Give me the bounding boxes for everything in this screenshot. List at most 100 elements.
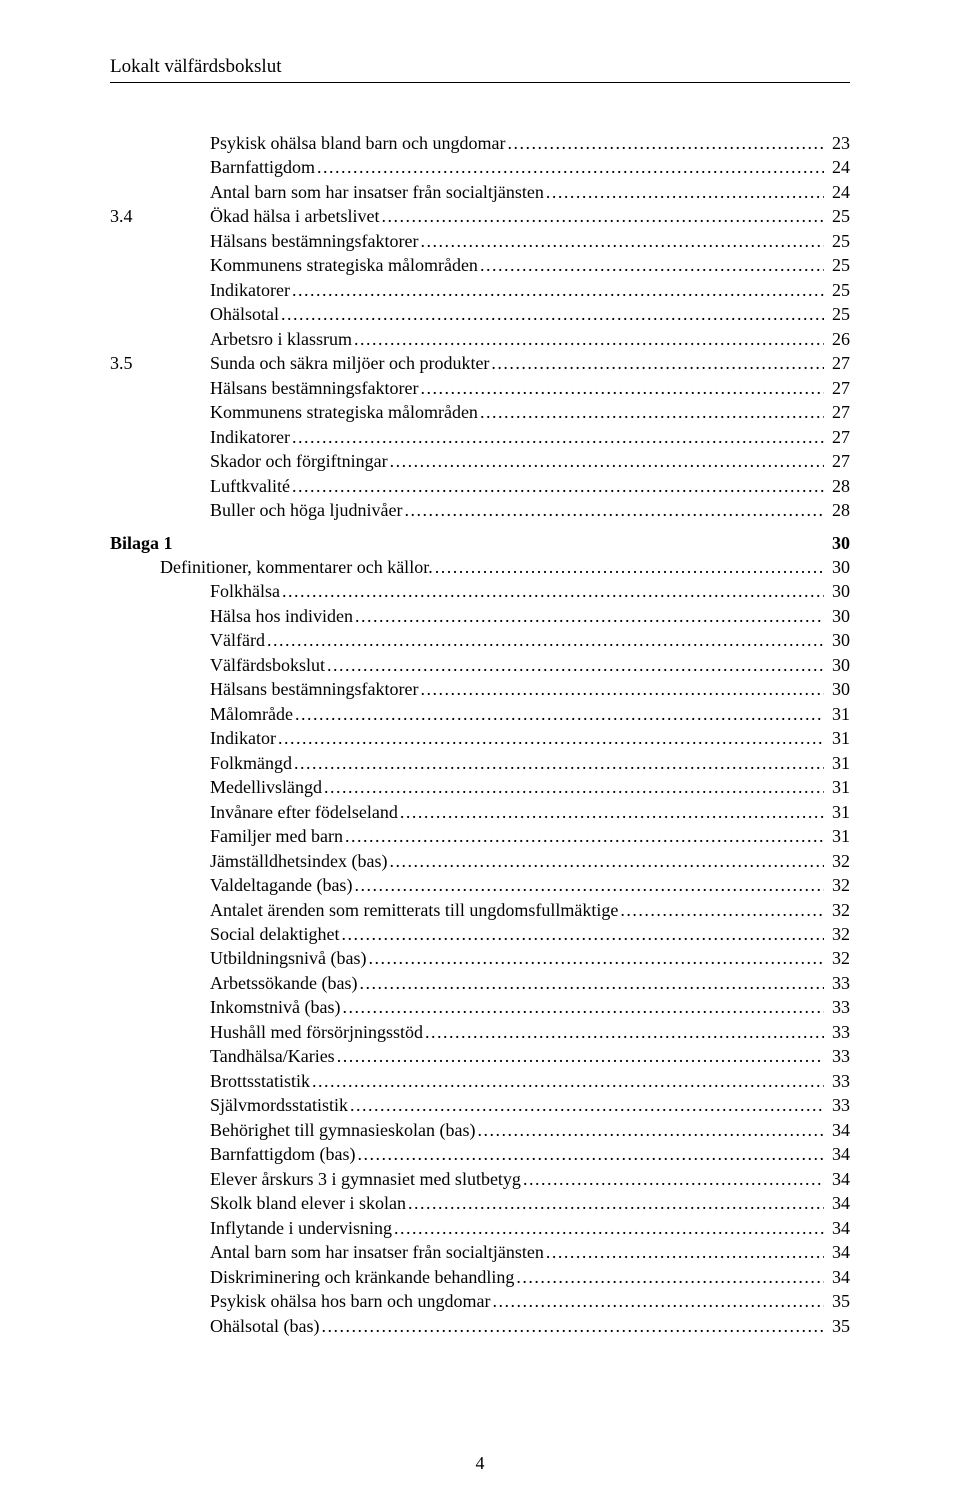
toc-leader-dots bbox=[355, 604, 824, 628]
toc-entry-page: 34 bbox=[826, 1167, 850, 1191]
toc-entry-page: 34 bbox=[826, 1118, 850, 1142]
toc-entry-page: 30 bbox=[826, 555, 850, 579]
toc-leader-dots bbox=[408, 1191, 824, 1215]
toc-entry-label: Hälsans bestämningsfaktorer bbox=[210, 677, 418, 701]
toc-entry: Arbetsro i klassrum 26 bbox=[110, 327, 850, 351]
toc-entry: Diskriminering och kränkande behandling3… bbox=[110, 1265, 850, 1289]
toc-entry-label: Utbildningsnivå (bas) bbox=[210, 946, 366, 970]
toc-leader-dots bbox=[381, 204, 824, 228]
toc-entry: Definitioner, kommentarer och källor. 30 bbox=[110, 555, 850, 579]
toc-entry-page: 33 bbox=[826, 1044, 850, 1068]
toc-entry: Folkhälsa30 bbox=[110, 579, 850, 603]
toc-leader-dots bbox=[341, 922, 824, 946]
toc-entry-label: Folkmängd bbox=[210, 751, 292, 775]
toc-entry: Medellivslängd31 bbox=[110, 775, 850, 799]
toc-leader-dots bbox=[295, 702, 824, 726]
toc-entry-label: Psykisk ohälsa bland barn och ungdomar bbox=[210, 131, 505, 155]
toc-entry-label: Välfärd bbox=[210, 628, 265, 652]
toc-entry: Hälsans bestämningsfaktorer 27 bbox=[110, 376, 850, 400]
toc-entry-page: 30 bbox=[826, 653, 850, 677]
toc-entry-label: Hälsans bestämningsfaktorer bbox=[210, 376, 418, 400]
toc-entry: Målområde 31 bbox=[110, 702, 850, 726]
toc-entry-page: 34 bbox=[826, 1265, 850, 1289]
toc-entry-label: Definitioner, kommentarer och källor. bbox=[160, 555, 433, 579]
toc-leader-dots bbox=[368, 946, 824, 970]
toc-entry-page: 27 bbox=[826, 376, 850, 400]
toc-entry-label: Ohälsotal bbox=[210, 302, 279, 326]
toc-entry-label: Jämställdhetsindex (bas) bbox=[210, 849, 387, 873]
toc-leader-dots bbox=[546, 180, 824, 204]
toc-entry-label: Barnfattigdom (bas) bbox=[210, 1142, 355, 1166]
toc-leader-dots bbox=[354, 327, 824, 351]
toc-leader-dots bbox=[292, 425, 824, 449]
toc-entry: Indikatorer27 bbox=[110, 425, 850, 449]
toc-entry: Antal barn som har insatser från socialt… bbox=[110, 180, 850, 204]
toc-entry-label: Hälsans bestämningsfaktorer bbox=[210, 229, 418, 253]
toc-entry-label: Skolk bland elever i skolan bbox=[210, 1191, 406, 1215]
toc-entry-label: Välfärdsbokslut bbox=[210, 653, 325, 677]
toc-entry-label: Valdeltagande (bas) bbox=[210, 873, 352, 897]
toc-entry: Psykisk ohälsa hos barn och ungdomar35 bbox=[110, 1289, 850, 1313]
toc-entry-label: Folkhälsa bbox=[210, 579, 280, 603]
toc-entry: Utbildningsnivå (bas) 32 bbox=[110, 946, 850, 970]
toc-leader-dots bbox=[425, 1020, 824, 1044]
toc-entry-label: Medellivslängd bbox=[210, 775, 322, 799]
toc-entry-page: 32 bbox=[826, 946, 850, 970]
toc-entry-label: Arbetsro i klassrum bbox=[210, 327, 352, 351]
toc-leader-dots bbox=[480, 253, 824, 277]
toc-leader-dots bbox=[420, 677, 824, 701]
toc-leader-dots bbox=[480, 400, 824, 424]
toc-entry-number: 3.5 bbox=[110, 351, 210, 375]
toc-entry-label: Social delaktighet bbox=[210, 922, 339, 946]
toc-entry-label: Buller och höga ljudnivåer bbox=[210, 498, 402, 522]
page-number: 4 bbox=[0, 1453, 960, 1474]
toc-entry-label: Ohälsotal (bas) bbox=[210, 1314, 319, 1338]
toc-entry: Kommunens strategiska målområden25 bbox=[110, 253, 850, 277]
toc-entry: Buller och höga ljudnivåer28 bbox=[110, 498, 850, 522]
toc-entry-page: 32 bbox=[826, 922, 850, 946]
toc-entry: Självmordsstatistik33 bbox=[110, 1093, 850, 1117]
toc-entry: Brottsstatistik 33 bbox=[110, 1069, 850, 1093]
toc-leader-dots bbox=[620, 898, 824, 922]
toc-entry: Luftkvalité 28 bbox=[110, 474, 850, 498]
toc-entry-label: Luftkvalité bbox=[210, 474, 290, 498]
toc-leader-dots bbox=[354, 873, 824, 897]
toc-leader-dots bbox=[492, 1289, 824, 1313]
toc-entry-page: 33 bbox=[826, 1069, 850, 1093]
toc-leader-dots bbox=[292, 278, 824, 302]
toc-leader-dots bbox=[435, 555, 824, 579]
toc-entry-page: 32 bbox=[826, 898, 850, 922]
toc-entry: Familjer med barn31 bbox=[110, 824, 850, 848]
toc-entry: Jämställdhetsindex (bas)32 bbox=[110, 849, 850, 873]
toc-entry-label: Invånare efter födelseland bbox=[210, 800, 398, 824]
toc-entry-page: 30 bbox=[826, 604, 850, 628]
toc-entry-label: Inkomstnivå (bas) bbox=[210, 995, 340, 1019]
toc-entry: Behörighet till gymnasieskolan (bas)34 bbox=[110, 1118, 850, 1142]
toc-section-label: Bilaga 1 bbox=[110, 531, 173, 555]
toc-entry-page: 28 bbox=[826, 474, 850, 498]
toc-entry-label: Kommunens strategiska målområden bbox=[210, 400, 478, 424]
toc-entry: Välfärdsbokslut 30 bbox=[110, 653, 850, 677]
toc-leader-dots bbox=[420, 376, 824, 400]
toc-entry: Antalet ärenden som remitterats till ung… bbox=[110, 898, 850, 922]
toc-entry: Valdeltagande (bas)32 bbox=[110, 873, 850, 897]
toc-entry-page: 31 bbox=[826, 702, 850, 726]
toc-entry-label: Hushåll med försörjningsstöd bbox=[210, 1020, 423, 1044]
toc-entry: Inflytande i undervisning34 bbox=[110, 1216, 850, 1240]
toc-entry: Psykisk ohälsa bland barn och ungdomar23 bbox=[110, 131, 850, 155]
toc-entry: Indikator31 bbox=[110, 726, 850, 750]
toc-entry-label: Brottsstatistik bbox=[210, 1069, 310, 1093]
toc-section-page: 30 bbox=[826, 531, 850, 555]
toc-entry-page: 31 bbox=[826, 751, 850, 775]
toc-leader-dots bbox=[400, 800, 824, 824]
toc-entry: Inkomstnivå (bas)33 bbox=[110, 995, 850, 1019]
toc-entry-label: Målområde bbox=[210, 702, 293, 726]
toc-entry-page: 34 bbox=[826, 1142, 850, 1166]
toc-entry-page: 25 bbox=[826, 204, 850, 228]
toc-entry: Hushåll med försörjningsstöd33 bbox=[110, 1020, 850, 1044]
toc-entry-label: Familjer med barn bbox=[210, 824, 343, 848]
toc-entry-page: 26 bbox=[826, 327, 850, 351]
toc-entry: Indikatorer25 bbox=[110, 278, 850, 302]
toc-entry-label: Indikatorer bbox=[210, 278, 290, 302]
toc-entry-page: 24 bbox=[826, 155, 850, 179]
